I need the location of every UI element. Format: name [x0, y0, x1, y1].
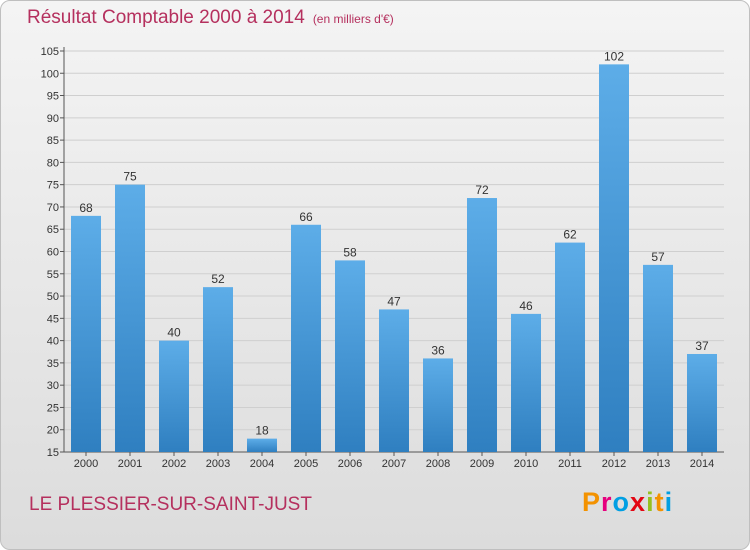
bar-2001	[115, 184, 145, 452]
logo-letter: x	[630, 487, 647, 517]
x-tick-label-2006: 2006	[338, 458, 362, 470]
bar-2002	[159, 340, 189, 452]
data-label-2012: 102	[604, 49, 624, 63]
bar-2009	[467, 198, 497, 452]
x-tick-label-2007: 2007	[382, 458, 406, 470]
x-tick-label-2003: 2003	[206, 458, 230, 470]
data-label-2009: 72	[475, 183, 489, 197]
y-tick-label: 25	[47, 402, 59, 414]
x-tick-label-2012: 2012	[602, 458, 626, 470]
y-tick-label: 70	[47, 202, 59, 214]
logo-letter: P	[582, 487, 602, 517]
y-tick-label: 60	[47, 247, 59, 259]
bars	[71, 64, 717, 452]
x-tick-label-2008: 2008	[426, 458, 450, 470]
x-tick-label-2013: 2013	[646, 458, 670, 470]
bar-2004	[247, 438, 277, 452]
y-tick-label: 95	[47, 91, 59, 103]
bar-2012	[599, 64, 629, 452]
x-tick-label-2009: 2009	[470, 458, 494, 470]
y-tick-label: 40	[47, 336, 59, 348]
x-tick-label-2014: 2014	[690, 458, 714, 470]
y-tick-label: 100	[41, 68, 59, 80]
proxiti-logo: Proxiti	[582, 487, 673, 518]
bar-2011	[555, 242, 585, 452]
logo-letter: o	[612, 487, 631, 517]
x-tick-label-2004: 2004	[250, 458, 274, 470]
y-tick-label: 50	[47, 291, 59, 303]
logo-letter: r	[601, 487, 613, 517]
data-label-2000: 68	[79, 201, 93, 215]
bar-2005	[291, 224, 321, 452]
y-tick-label: 65	[47, 224, 59, 236]
x-tick-label-2002: 2002	[162, 458, 186, 470]
axes: 15 20 25 30 35 40 45 50 55 60 65 70 75 80 85 90 95 100 105…	[41, 46, 724, 470]
bar-2014	[687, 353, 717, 452]
x-tick-label-2010: 2010	[514, 458, 538, 470]
y-tick-label: 85	[47, 135, 59, 147]
data-label-2007: 47	[387, 294, 401, 308]
x-tick-label-2001: 2001	[118, 458, 142, 470]
data-label-2014: 37	[695, 339, 709, 353]
data-label-2004: 18	[255, 424, 269, 438]
bar-2008	[423, 358, 453, 452]
y-tick-label: 20	[47, 425, 59, 437]
logo-letter: t	[654, 487, 665, 517]
y-tick-label: 15	[47, 447, 59, 459]
data-label-2010: 46	[519, 299, 533, 313]
data-label-2006: 58	[343, 245, 357, 259]
bar-2000	[71, 215, 101, 452]
bar-2006	[335, 260, 365, 452]
y-tick-label: 105	[41, 46, 59, 58]
bar-2007	[379, 309, 409, 452]
y-tick-label: 45	[47, 313, 59, 325]
data-label-2008: 36	[431, 343, 445, 357]
chart-title-text: Résultat Comptable 2000 à 2014	[27, 7, 305, 28]
x-tick-label-2011: 2011	[558, 458, 582, 470]
data-label-2011: 62	[563, 228, 577, 242]
y-tick-label: 75	[47, 180, 59, 192]
y-tick-label: 30	[47, 380, 59, 392]
data-label-2002: 40	[167, 326, 181, 340]
y-tick-label: 35	[47, 358, 59, 370]
x-tick-label-2005: 2005	[294, 458, 318, 470]
data-label-2013: 57	[651, 250, 665, 264]
data-labels: 68 75 40 52 18 66 58 47 36 72 46 62 102 57 37	[79, 49, 709, 437]
logo-letter: i	[664, 487, 674, 517]
data-label-2001: 75	[123, 170, 137, 184]
y-tick-label: 90	[47, 113, 59, 125]
chart-unit: (en milliers d'€)	[312, 12, 394, 26]
data-label-2003: 52	[211, 272, 225, 286]
bar-2003	[203, 287, 233, 452]
bar-2013	[643, 264, 673, 452]
chart-title: Résultat Comptable 2000 à 2014 (en millie…	[27, 7, 394, 29]
bar-2010	[511, 313, 541, 452]
commune-name: LE PLESSIER-SUR-SAINT-JUST	[29, 494, 312, 515]
y-tick-label: 80	[47, 157, 59, 169]
data-label-2005: 66	[299, 210, 313, 224]
y-tick-label: 55	[47, 269, 59, 281]
x-tick-label-2000: 2000	[74, 458, 98, 470]
logo-letter: i	[646, 487, 655, 517]
